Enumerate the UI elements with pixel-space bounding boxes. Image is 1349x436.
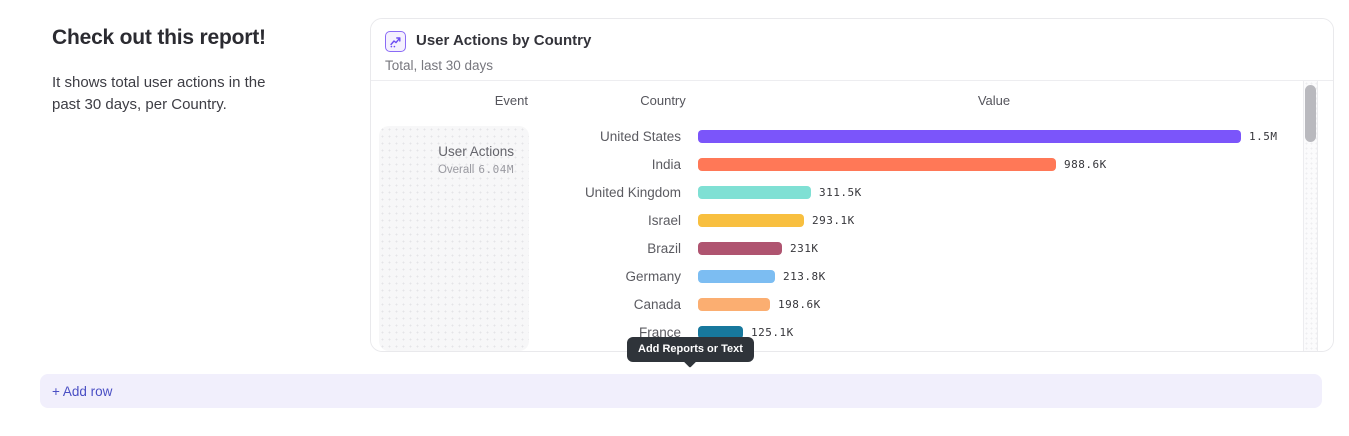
value-bar[interactable] bbox=[698, 185, 811, 199]
value-label: 125.1K bbox=[751, 325, 794, 339]
value-label: 213.8K bbox=[783, 269, 826, 283]
bar-track: 213.8K bbox=[698, 269, 1293, 283]
country-label: United States bbox=[599, 128, 681, 144]
value-label: 293.1K bbox=[812, 213, 855, 227]
column-header-event: Event bbox=[494, 93, 528, 108]
country-label: Israel bbox=[647, 212, 681, 228]
report-title: User Actions by Country bbox=[416, 32, 592, 49]
line-chart-icon bbox=[385, 31, 406, 52]
chart-rows: United States 1.5M India 988.6K United Kingd… bbox=[379, 122, 1293, 346]
tooltip-caret bbox=[684, 355, 697, 368]
event-name: User Actions bbox=[438, 144, 514, 159]
value-bar[interactable] bbox=[698, 297, 770, 311]
add-row-label: + Add row bbox=[52, 383, 113, 399]
chart-body: Event Country Value User Actions Overall… bbox=[371, 81, 1333, 351]
bar-track: 125.1K bbox=[698, 325, 1293, 339]
chart-row: United Kingdom 311.5K bbox=[379, 178, 1293, 206]
bar-track: 988.6K bbox=[698, 157, 1293, 171]
country-label: Germany bbox=[625, 268, 681, 284]
chart-row: Germany 213.8K bbox=[379, 262, 1293, 290]
value-label: 231K bbox=[790, 241, 819, 255]
bar-track: 198.6K bbox=[698, 297, 1293, 311]
bar-track: 311.5K bbox=[698, 185, 1293, 199]
event-overall-value: 6.04M bbox=[478, 163, 514, 176]
chart-row: Canada 198.6K bbox=[379, 290, 1293, 318]
page-heading: Check out this report! bbox=[52, 26, 266, 49]
column-header-country: Country bbox=[640, 93, 686, 108]
report-widget-card[interactable]: User Actions by Country Total, last 30 d… bbox=[370, 18, 1334, 352]
value-bar[interactable] bbox=[698, 325, 743, 339]
event-overall-label: Overall bbox=[437, 164, 475, 176]
event-cell[interactable]: User Actions Overall 6.04M bbox=[379, 126, 529, 351]
bar-track: 231K bbox=[698, 241, 1293, 255]
country-label: France bbox=[638, 324, 681, 340]
value-label: 988.6K bbox=[1064, 157, 1107, 171]
report-subtitle: Total, last 30 days bbox=[385, 58, 494, 73]
country-label: India bbox=[651, 156, 681, 172]
value-label: 311.5K bbox=[819, 185, 862, 199]
country-label: Canada bbox=[633, 296, 681, 312]
value-bar[interactable] bbox=[698, 157, 1056, 171]
scrollbar-thumb[interactable] bbox=[1305, 85, 1316, 142]
country-label: United Kingdom bbox=[584, 184, 681, 200]
bar-track: 1.5M bbox=[698, 129, 1293, 143]
value-bar[interactable] bbox=[698, 213, 804, 227]
vertical-scrollbar[interactable] bbox=[1303, 81, 1318, 351]
value-bar[interactable] bbox=[698, 269, 775, 283]
column-header-value: Value bbox=[977, 93, 1011, 108]
tooltip-label: Add Reports or Text bbox=[638, 343, 743, 355]
value-bar[interactable] bbox=[698, 241, 782, 255]
chart-row: United States 1.5M bbox=[379, 122, 1293, 150]
chart-row: India 988.6K bbox=[379, 150, 1293, 178]
chart-row: Israel 293.1K bbox=[379, 206, 1293, 234]
bar-track: 293.1K bbox=[698, 213, 1293, 227]
country-label: Brazil bbox=[647, 240, 681, 256]
value-label: 198.6K bbox=[778, 297, 821, 311]
chart-row: Brazil 231K bbox=[379, 234, 1293, 262]
tooltip: Add Reports or Text bbox=[627, 337, 754, 368]
value-label: 1.5M bbox=[1249, 129, 1278, 143]
value-bar[interactable] bbox=[698, 129, 1241, 143]
chart-row: France 125.1K bbox=[379, 318, 1293, 346]
event-overall: Overall 6.04M bbox=[379, 163, 514, 176]
report-card-header: User Actions by Country Total, last 30 d… bbox=[371, 19, 1333, 81]
add-row-button[interactable]: + Add row bbox=[40, 374, 1322, 408]
page-description: It shows total user actions in the past … bbox=[52, 74, 266, 113]
